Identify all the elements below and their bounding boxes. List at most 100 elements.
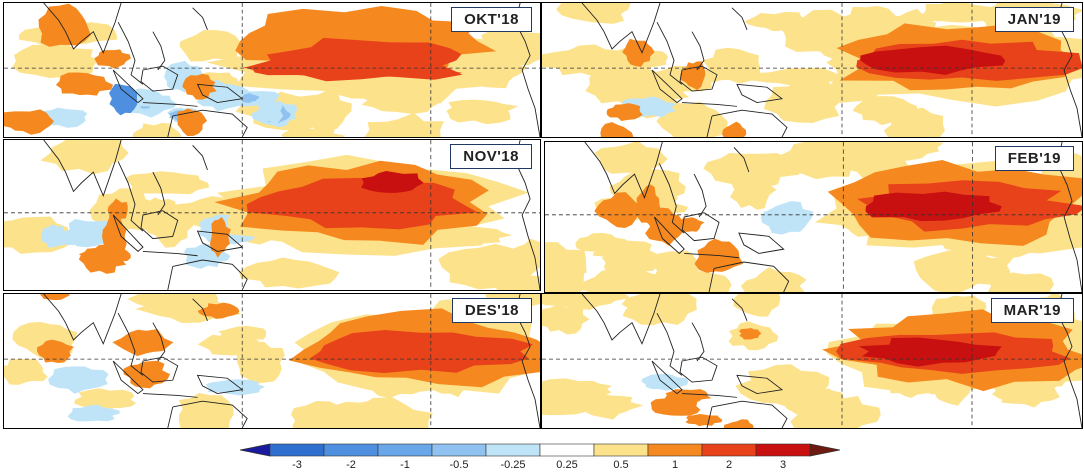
colorbar-high-arrow	[809, 443, 840, 457]
coastline-new-guinea	[196, 374, 244, 394]
colorbar-tick-label: -0.25	[500, 459, 526, 471]
colorbar-tick-label: -3	[292, 459, 302, 471]
anomaly-region	[750, 67, 841, 86]
anomaly-region	[73, 388, 137, 410]
anomaly-region	[913, 250, 998, 292]
month-label: MAR'19	[990, 298, 1074, 323]
graticule	[4, 294, 540, 428]
anomaly-region	[622, 38, 655, 67]
anomaly-region	[218, 325, 267, 342]
month-panel: NOV'18	[3, 139, 541, 291]
anomaly-region	[4, 358, 48, 385]
colorbar-bin	[593, 443, 649, 457]
month-label: FEB'19	[994, 146, 1074, 171]
anomaly-region	[722, 121, 747, 137]
anomaly-region	[364, 112, 444, 137]
coastline-new-guinea	[196, 83, 244, 103]
coastline-australia	[167, 109, 248, 137]
coastline-australia	[167, 400, 248, 428]
coastline-japan	[192, 7, 208, 30]
anomaly-region	[182, 73, 217, 100]
coastline-japan	[731, 298, 748, 321]
anomaly-region	[124, 171, 210, 195]
coastlines	[43, 140, 540, 290]
coastline-australia	[706, 109, 788, 137]
sst-anomaly-map	[545, 142, 1082, 292]
anomaly-region	[803, 388, 845, 408]
coastline-java	[681, 102, 738, 107]
colorbar-tick-label: 3	[779, 459, 787, 471]
colorbar-low-arrow	[240, 443, 271, 457]
colorbar: -3 -2 -1 -0.5 -0.25 0.25 0.5 1 2 3	[240, 440, 840, 474]
anomaly-region	[542, 294, 631, 310]
anomaly-region	[729, 167, 777, 210]
coastline-java	[681, 393, 738, 398]
anomaly-region	[178, 392, 234, 428]
anomaly-region	[703, 153, 802, 188]
anomaly-region	[94, 49, 131, 69]
anomaly-region	[733, 294, 781, 317]
month-panel: FEB'19	[544, 141, 1083, 293]
colorbar-tick-label: 0.25	[556, 459, 578, 471]
graticule	[542, 294, 1082, 428]
anomaly-region	[48, 366, 109, 394]
coastline-borneo	[679, 356, 718, 383]
anomaly-region	[542, 396, 603, 416]
month-panel: MAR'19	[541, 293, 1083, 429]
coastline-sumatra	[651, 69, 683, 104]
anomaly-region	[594, 192, 643, 229]
coastline-philippines	[693, 173, 707, 218]
anomaly-region	[600, 122, 634, 137]
coastline-japan	[733, 147, 750, 173]
month-panel: DES'18	[3, 293, 541, 429]
anomaly-region	[594, 142, 668, 174]
anomaly-region	[55, 72, 114, 96]
coastline-japan	[192, 145, 208, 171]
anomaly-region	[67, 404, 120, 422]
coastline-java	[142, 393, 198, 398]
graticule	[4, 140, 540, 290]
coastline-philippines	[152, 322, 166, 362]
anomaly-region	[860, 45, 1006, 75]
sst-anomaly-map	[4, 294, 540, 428]
coastline-borneo	[679, 65, 718, 92]
anomaly-region	[236, 341, 285, 384]
anomaly-region	[986, 272, 1054, 292]
coastline-japan	[731, 7, 748, 30]
anomaly-region	[649, 250, 699, 283]
anomaly-region	[309, 329, 534, 374]
graticule	[545, 142, 1082, 292]
anomaly-region	[446, 99, 519, 125]
colorbar-bin	[701, 443, 757, 457]
coastline-philippines	[152, 31, 166, 71]
anomaly-region	[763, 78, 842, 124]
anomaly-region	[916, 3, 996, 23]
anomaly-region	[361, 170, 424, 193]
coastline-asia	[43, 294, 122, 345]
anomaly-region	[542, 384, 609, 401]
coastline-australia	[167, 259, 248, 290]
coastline-philippines	[152, 171, 166, 216]
coastline-asia	[584, 142, 663, 199]
coastline-indochina	[656, 21, 683, 85]
coastline-sumatra	[112, 69, 144, 104]
anomaly-region	[685, 414, 723, 427]
colorbar-tick-label: -0.5	[449, 459, 469, 471]
month-panel: JAN'19	[541, 2, 1083, 138]
anomaly-region	[239, 257, 340, 289]
coastline-borneo	[140, 210, 179, 240]
colorbar-bin	[647, 443, 703, 457]
anomaly-region	[246, 177, 478, 230]
coastline-new-guinea	[196, 230, 244, 252]
coastline-borneo	[140, 356, 179, 383]
coastline-sumatra	[112, 214, 144, 253]
graticule	[4, 3, 540, 137]
month-label: DES'18	[451, 298, 532, 323]
colorbar-strip	[240, 443, 840, 457]
anomaly-region	[585, 65, 676, 104]
coastline-java	[142, 102, 198, 107]
colorbar-tick-label: 2	[725, 459, 733, 471]
anomaly-region	[659, 107, 700, 133]
coastline-australia	[708, 261, 790, 292]
anomaly-region	[577, 393, 644, 420]
